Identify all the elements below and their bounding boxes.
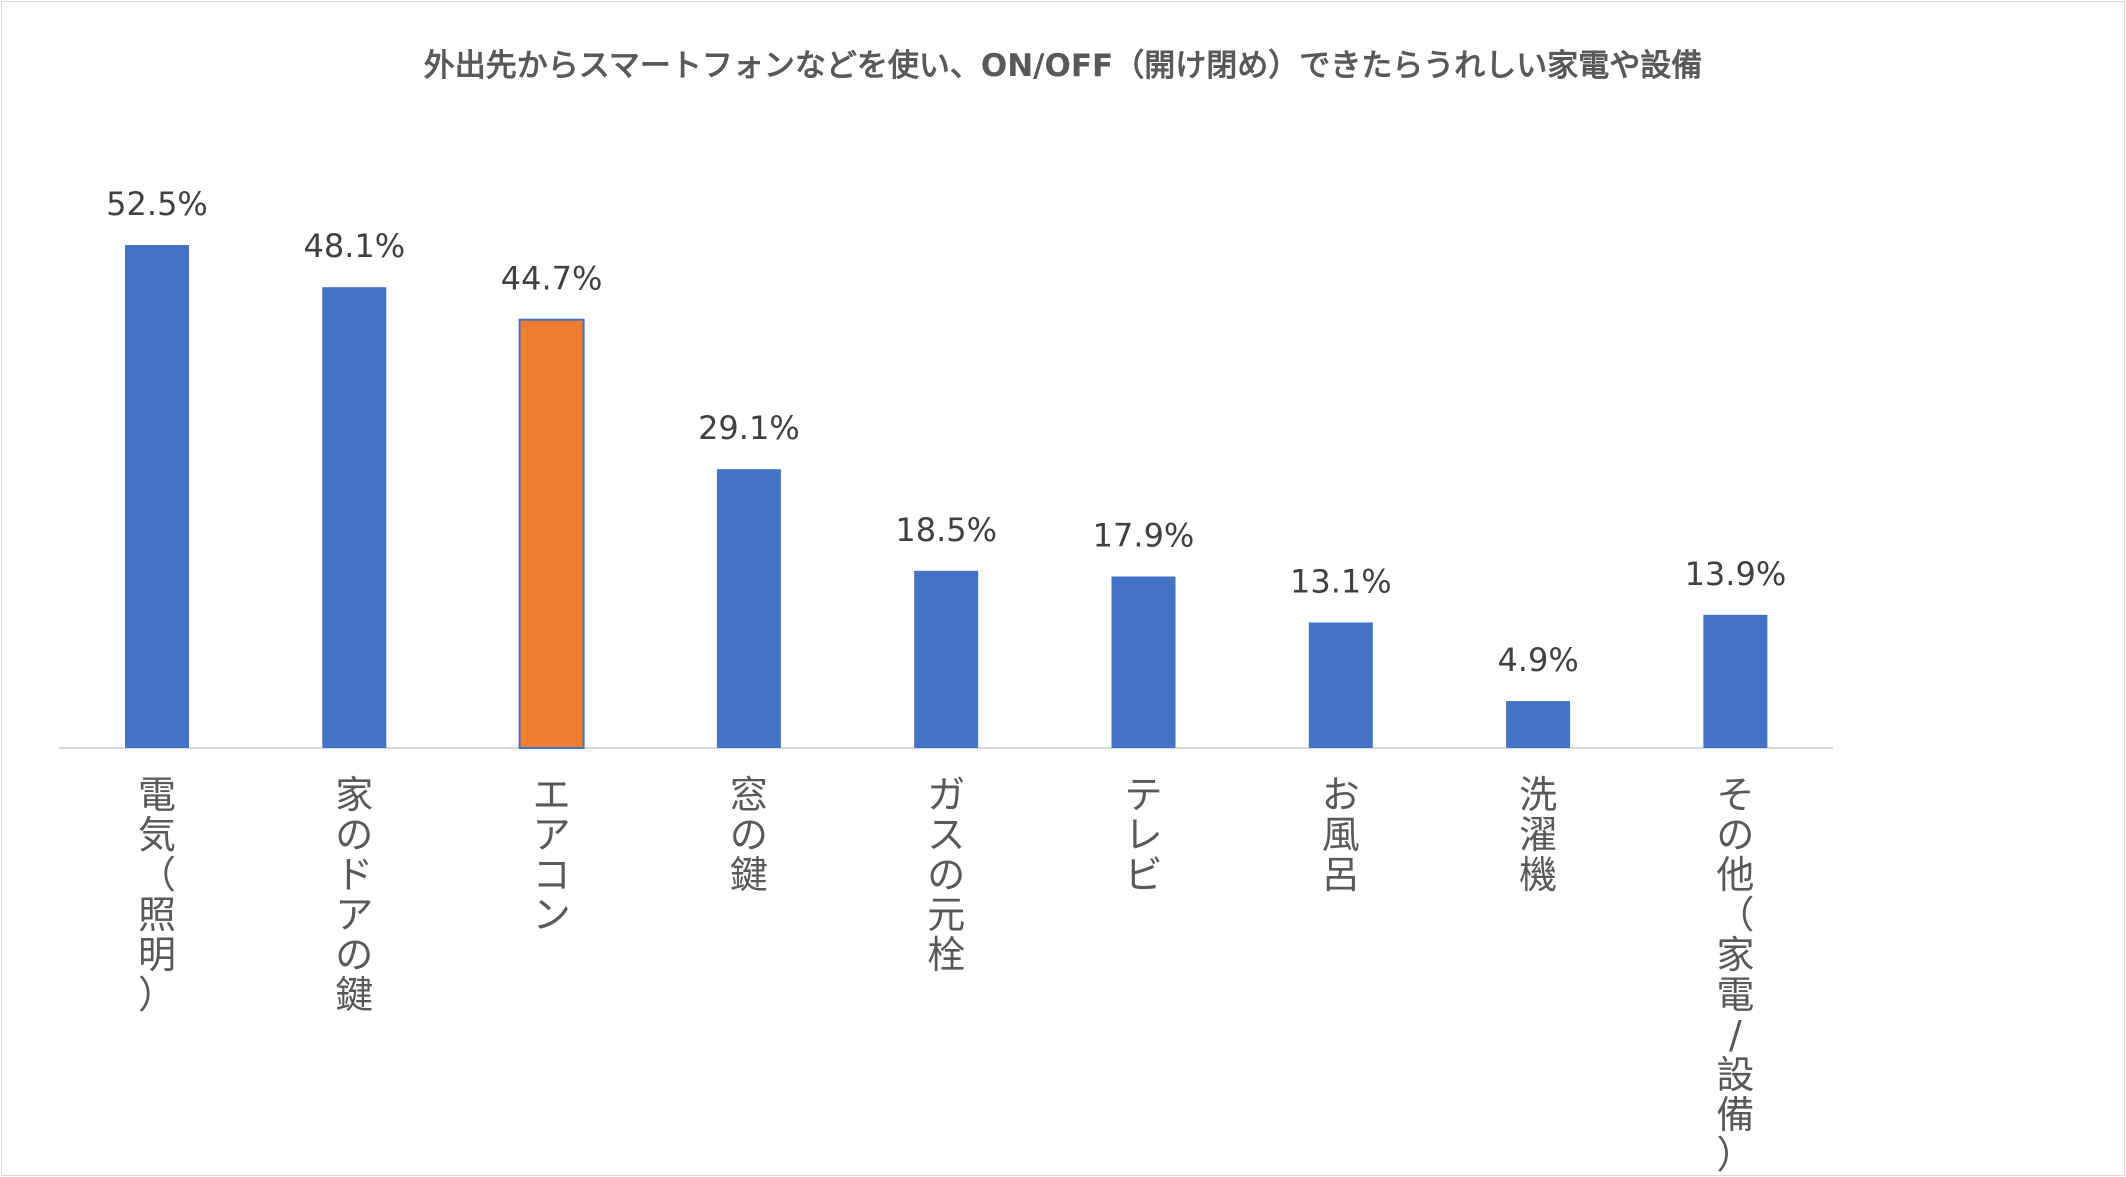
category-label-9: その他（家電/設備） [1716,773,1754,1177]
bar-1 [125,245,189,748]
data-label-6: 17.9% [1093,517,1195,555]
data-label-8: 4.9% [1497,641,1578,679]
category-label-3: エアコン [533,773,571,937]
category-label-2: 家のドアの鍵 [335,773,373,1017]
category-labels: 電気（照明） 家のドアの鍵 エアコン 窓の鍵 ガスの元栓 テレビ お風呂 洗濯機 その他（家電/… [138,773,1754,1177]
bar-4 [716,469,781,748]
data-label-4: 29.1% [698,409,800,447]
data-labels: 52.5% 48.1% 44.7% 29.1% 18.5% 17.9% 13.1% 4.9% 1… [106,185,1786,679]
category-label-4: 窓の鍵 [730,773,768,897]
data-label-5: 18.5% [895,511,997,549]
category-label-1: 電気（照明） [138,773,176,1017]
bar-6 [1111,576,1176,748]
bar-8 [1506,701,1571,748]
category-label-6: テレビ [1124,773,1162,897]
bar-series [125,245,1768,749]
category-label-7: お風呂 [1322,773,1360,897]
data-label-9: 13.9% [1685,555,1787,593]
data-label-1: 52.5% [106,185,208,223]
category-label-8: 洗濯機 [1519,773,1557,897]
bar-9 [1703,614,1768,748]
chart-title: 外出先からスマートフォンなどを使い、ON/OFF（開け閉め）できたらうれしい家電… [424,48,1702,84]
data-label-3: 44.7% [501,260,603,298]
data-label-7: 13.1% [1290,563,1392,601]
bar-3 [518,318,585,749]
data-label-2: 48.1% [303,227,405,265]
bar-7 [1308,622,1373,748]
bar-2 [322,287,387,748]
bar-5 [914,570,979,748]
category-label-5: ガスの元栓 [927,773,965,977]
